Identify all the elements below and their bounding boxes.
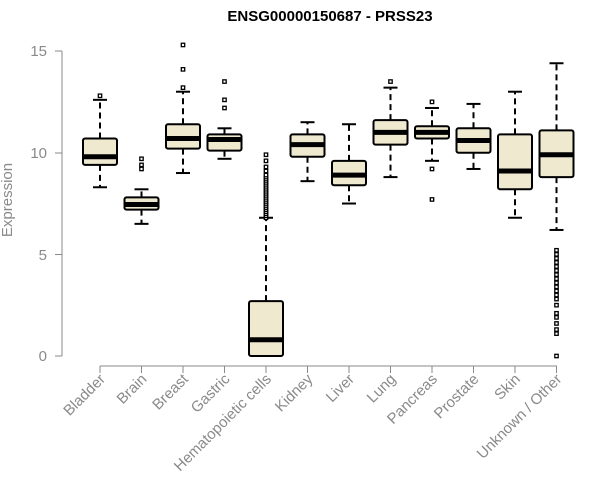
outlier-point: [429, 166, 435, 172]
outlier-point: [554, 302, 559, 308]
outlier-point: [554, 260, 559, 265]
outlier-point: [554, 331, 559, 336]
box-series: [82, 42, 575, 359]
outlier-point: [554, 284, 559, 290]
y-tick-label: 5: [39, 247, 47, 264]
outlier-point: [554, 276, 559, 282]
outlier-point: [429, 197, 435, 202]
outlier-point: [554, 272, 559, 278]
y-tick-label: 15: [30, 43, 47, 60]
outlier-point: [139, 162, 144, 168]
iqr-box: [248, 300, 284, 358]
outlier-point: [139, 156, 144, 162]
x-tick-label: Prostate: [431, 371, 483, 423]
outlier-point: [263, 158, 269, 164]
x-tick-label: Breast: [149, 370, 192, 413]
outlier-point: [97, 93, 103, 99]
box-group: [206, 79, 243, 160]
box-group: [455, 102, 492, 170]
outlier-point: [554, 292, 559, 298]
outlier-point: [554, 247, 559, 253]
outlier-point: [222, 79, 227, 84]
outlier-point: [554, 353, 559, 359]
outlier-point: [222, 105, 227, 111]
outlier-point: [554, 321, 559, 326]
x-tick-label: Liver: [323, 371, 358, 406]
outlier-point: [554, 296, 559, 302]
outlier-point: [263, 168, 269, 174]
iqr-box: [82, 137, 118, 166]
box-group: [372, 79, 409, 179]
outlier-point: [263, 164, 269, 170]
iqr-box: [206, 133, 243, 152]
box-group: [538, 62, 575, 359]
outlier-point: [180, 85, 186, 90]
x-tick-label: Brain: [114, 371, 151, 408]
outlier-point: [554, 264, 559, 269]
outlier-point: [429, 99, 435, 105]
outlier-point: [554, 280, 559, 286]
box-group: [289, 121, 326, 183]
outlier-point: [554, 327, 559, 332]
x-tick-label: Kidney: [272, 370, 317, 415]
x-tick-label: Lung: [364, 371, 400, 407]
box-group: [331, 123, 367, 205]
outlier-point: [554, 256, 559, 261]
outlier-point: [554, 288, 559, 294]
chart-title: ENSG00000150687 - PRSS23: [227, 8, 432, 25]
box-group: [165, 42, 201, 175]
outlier-point: [180, 42, 186, 48]
x-tick-label: Bladder: [60, 371, 109, 420]
box-group: [248, 152, 284, 358]
outlier-point: [139, 166, 144, 172]
outlier-point: [180, 66, 186, 72]
outlier-point: [554, 310, 559, 316]
box-group: [414, 99, 450, 202]
outlier-point: [554, 251, 559, 257]
outlier-point: [263, 172, 269, 178]
y-axis-label: Expression: [0, 163, 16, 237]
y-tick-label: 10: [30, 145, 47, 162]
outlier-point: [222, 97, 227, 103]
outlier-point: [263, 152, 269, 158]
box-group: [123, 156, 160, 225]
x-tick-label: Skin: [491, 371, 524, 404]
outlier-point: [388, 79, 393, 84]
box-group: [497, 90, 533, 219]
outlier-point: [554, 268, 559, 273]
iqr-box: [497, 133, 533, 191]
y-tick-label: 0: [39, 348, 47, 365]
box-group: [82, 93, 118, 189]
outlier-point: [554, 315, 559, 320]
